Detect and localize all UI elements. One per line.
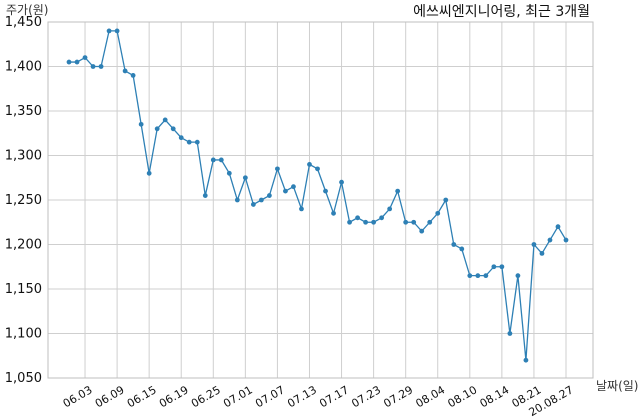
price-point bbox=[283, 188, 288, 194]
price-point bbox=[74, 59, 80, 65]
x-tick-label: 07.17 bbox=[317, 383, 351, 410]
price-point bbox=[347, 219, 352, 225]
price-point bbox=[323, 188, 328, 194]
x-tick-label: 06.03 bbox=[61, 383, 95, 410]
x-tick-label: 06.09 bbox=[93, 383, 127, 410]
price-point bbox=[98, 64, 104, 69]
x-tick-label: 08.14 bbox=[478, 383, 512, 410]
price-point bbox=[114, 28, 120, 34]
price-point bbox=[523, 357, 529, 363]
price-point bbox=[363, 219, 368, 225]
price-point bbox=[475, 273, 481, 279]
x-tick-label: 07.13 bbox=[285, 383, 319, 410]
price-point bbox=[218, 157, 224, 163]
price-point bbox=[339, 179, 344, 185]
price-point bbox=[539, 251, 545, 256]
price-line bbox=[69, 30, 567, 361]
y-tick-label: 1,150 bbox=[5, 282, 42, 297]
price-point bbox=[411, 219, 417, 225]
price-point bbox=[315, 166, 320, 172]
price-point bbox=[210, 157, 216, 163]
y-tick-label: 1,450 bbox=[5, 15, 42, 30]
chart-title: 에쓰씨엔지니어링, 최근 3개월 bbox=[413, 4, 590, 20]
price-point bbox=[451, 242, 457, 247]
x-axis-label: 날짜(일) bbox=[596, 379, 638, 393]
price-point bbox=[555, 224, 561, 230]
y-tick-label: 1,400 bbox=[5, 60, 42, 75]
price-point bbox=[234, 197, 240, 203]
price-point bbox=[515, 273, 521, 279]
price-point bbox=[395, 188, 401, 194]
price-point bbox=[90, 64, 96, 69]
price-point bbox=[387, 206, 393, 212]
price-point bbox=[138, 121, 144, 127]
price-point bbox=[250, 202, 256, 207]
price-point bbox=[226, 170, 232, 176]
y-tick-label: 1,350 bbox=[5, 104, 42, 119]
price-point bbox=[331, 210, 336, 216]
x-axis-ticks: 06.0306.0906.1506.1906.2507.0107.0707.13… bbox=[61, 383, 576, 419]
y-tick-label: 1,250 bbox=[5, 193, 42, 208]
price-point bbox=[178, 135, 184, 141]
price-point bbox=[499, 264, 505, 270]
price-point bbox=[122, 68, 128, 74]
price-point bbox=[194, 139, 200, 145]
price-point bbox=[130, 73, 136, 78]
x-tick-label: 07.29 bbox=[381, 383, 415, 410]
x-tick-label: 07.07 bbox=[253, 383, 287, 410]
price-point bbox=[531, 242, 537, 247]
price-point bbox=[242, 175, 248, 181]
y-tick-label: 1,300 bbox=[5, 149, 42, 164]
price-point bbox=[258, 197, 264, 203]
price-point bbox=[146, 170, 152, 176]
price-point bbox=[291, 184, 296, 190]
price-point bbox=[202, 193, 208, 198]
price-point bbox=[427, 219, 433, 225]
price-point bbox=[106, 28, 112, 34]
price-point bbox=[403, 219, 409, 225]
x-tick-label: 07.01 bbox=[221, 383, 255, 410]
price-point bbox=[443, 197, 449, 203]
price-point bbox=[66, 59, 72, 65]
y-tick-label: 1,100 bbox=[5, 327, 42, 342]
y-tick-label: 1,200 bbox=[5, 238, 42, 253]
price-point bbox=[563, 237, 569, 243]
price-point bbox=[154, 126, 160, 132]
price-point bbox=[275, 166, 280, 172]
x-tick-label: 08.04 bbox=[413, 383, 447, 410]
price-point bbox=[162, 117, 168, 123]
y-axis-ticks: 1,050 1,100 1,150 1,200 1,250 1,300 1,350 1,400… bbox=[5, 15, 42, 386]
price-point bbox=[459, 246, 465, 252]
price-point bbox=[267, 193, 272, 198]
price-point bbox=[170, 126, 176, 132]
y-tick-label: 1,050 bbox=[5, 371, 42, 386]
price-point bbox=[379, 215, 385, 221]
price-point bbox=[491, 264, 497, 270]
price-point bbox=[82, 55, 88, 60]
x-tick-label: 06.19 bbox=[157, 383, 191, 410]
price-point bbox=[355, 215, 360, 221]
price-point bbox=[483, 273, 489, 279]
price-point bbox=[371, 219, 377, 225]
x-tick-label: 07.23 bbox=[349, 383, 383, 410]
price-point bbox=[186, 139, 192, 145]
price-points bbox=[66, 28, 569, 363]
price-point bbox=[307, 162, 312, 167]
x-tick-label: 08.10 bbox=[446, 383, 480, 410]
plot-frame bbox=[47, 21, 594, 379]
price-point bbox=[467, 273, 473, 279]
price-point bbox=[419, 228, 425, 234]
price-point bbox=[507, 331, 513, 336]
y-axis-label: 주가(원) bbox=[6, 3, 48, 17]
price-point bbox=[547, 237, 553, 243]
x-tick-label: 06.25 bbox=[189, 383, 223, 410]
price-point bbox=[435, 210, 441, 216]
x-tick-label: 06.15 bbox=[125, 383, 159, 410]
price-point bbox=[299, 206, 304, 212]
